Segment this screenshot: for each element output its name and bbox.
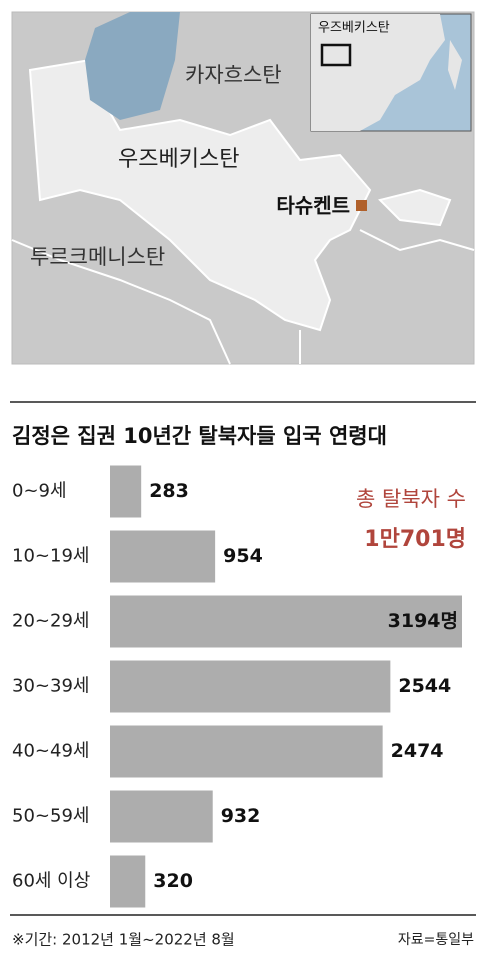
value-label: 954 bbox=[223, 545, 263, 567]
annotation: 1만701명 bbox=[364, 527, 466, 552]
bar-group: 0~9세 283 10~19세 954 20~29세 3194명 30~39세 2544 40~… bbox=[12, 465, 462, 908]
map-label: 카자흐스탄 bbox=[185, 63, 282, 87]
inset-marker bbox=[320, 43, 352, 67]
bar bbox=[110, 660, 391, 713]
category-label: 50~59세 bbox=[12, 806, 89, 827]
bar bbox=[110, 595, 462, 648]
value-label: 283 bbox=[149, 480, 189, 502]
city-marker bbox=[356, 200, 367, 211]
region-shape bbox=[378, 188, 452, 227]
category-label: 0~9세 bbox=[12, 481, 67, 502]
map-label: 우즈베키스탄 bbox=[118, 147, 239, 172]
annotation: 총 탈북자 수 bbox=[356, 487, 466, 511]
inset-label: 우즈베키스탄 bbox=[318, 21, 390, 36]
chart-title: 김정은 집권 10년간 탈북자들 입국 연령대 bbox=[12, 424, 387, 448]
category-label: 20~29세 bbox=[12, 611, 89, 632]
category-label: 40~49세 bbox=[12, 741, 89, 762]
bar bbox=[110, 465, 142, 518]
bar bbox=[110, 725, 383, 778]
country-shape bbox=[28, 58, 372, 332]
bar bbox=[110, 855, 146, 908]
value-label: 2544 bbox=[398, 675, 451, 697]
source: 자료=통일부 bbox=[398, 932, 474, 948]
inset-land bbox=[448, 40, 462, 90]
lake bbox=[85, 12, 180, 120]
value-label: 2474 bbox=[391, 740, 444, 762]
category-label: 60세 이상 bbox=[12, 871, 90, 892]
map-frame bbox=[11, 11, 475, 365]
bar bbox=[110, 790, 213, 843]
category-label: 10~19세 bbox=[12, 546, 89, 567]
value-label: 3194명 bbox=[388, 610, 458, 632]
map: 카자흐스탄 우즈베키스탄 타슈켄트 투르크메니스탄 우즈베키스탄 bbox=[11, 11, 475, 365]
inset-land bbox=[311, 14, 445, 131]
map-label: 투르크메니스탄 bbox=[30, 245, 165, 269]
note: ※기간: 2012년 1월~2022년 8월 bbox=[12, 931, 235, 949]
border-line bbox=[11, 229, 475, 365]
value-label: 932 bbox=[221, 805, 261, 827]
value-label: 320 bbox=[153, 870, 193, 892]
category-label: 30~39세 bbox=[12, 676, 89, 697]
map-label: 타슈켄트 bbox=[276, 194, 350, 218]
bar bbox=[110, 530, 216, 583]
